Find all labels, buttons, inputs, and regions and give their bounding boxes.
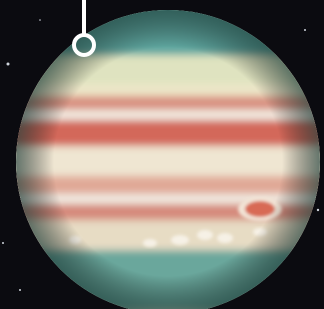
page <box>0 0 324 309</box>
jupiter-image <box>0 0 324 309</box>
